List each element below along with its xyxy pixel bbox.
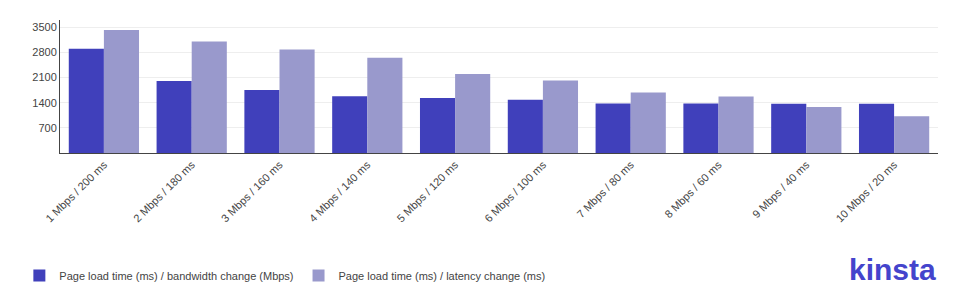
svg-text:2 Mbps / 180 ms: 2 Mbps / 180 ms	[131, 158, 197, 224]
svg-text:4 Mbps / 140 ms: 4 Mbps / 140 ms	[307, 158, 373, 224]
svg-text:1400: 1400	[32, 97, 56, 109]
svg-text:9 Mbps / 40 ms: 9 Mbps / 40 ms	[750, 158, 812, 220]
svg-text:2100: 2100	[32, 71, 56, 83]
svg-text:8 Mbps / 60 ms: 8 Mbps / 60 ms	[662, 158, 724, 220]
svg-text:2800: 2800	[32, 46, 56, 58]
svg-text:7 Mbps / 80 ms: 7 Mbps / 80 ms	[574, 158, 636, 220]
svg-text:10 Mbps / 20 ms: 10 Mbps / 20 ms	[833, 158, 899, 224]
svg-text:3 Mbps / 160 ms: 3 Mbps / 160 ms	[219, 158, 285, 224]
svg-text:Page load time (ms) / latency: Page load time (ms) / latency change (ms…	[339, 270, 546, 282]
svg-text:700: 700	[38, 122, 56, 134]
svg-text:kinsta: kinsta	[849, 253, 936, 286]
svg-text:1 Mbps / 200 ms: 1 Mbps / 200 ms	[43, 158, 109, 224]
svg-text:6 Mbps / 100 ms: 6 Mbps / 100 ms	[482, 158, 548, 224]
svg-text:3500: 3500	[32, 21, 56, 33]
svg-text:Page load time (ms) / bandwidt: Page load time (ms) / bandwidth change (…	[59, 270, 293, 282]
svg-text:5 Mbps / 120 ms: 5 Mbps / 120 ms	[394, 158, 460, 224]
